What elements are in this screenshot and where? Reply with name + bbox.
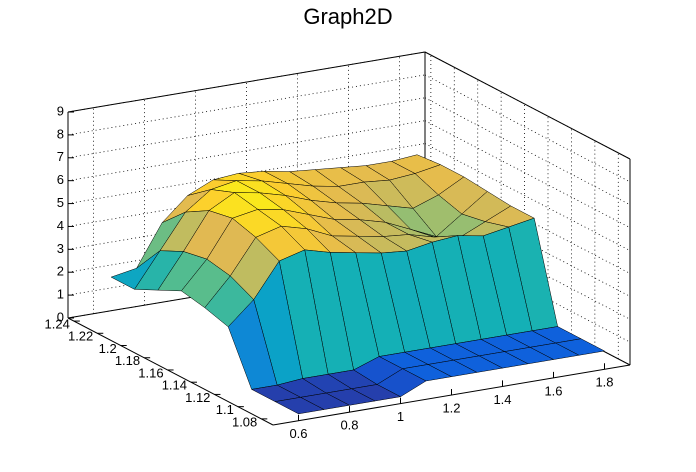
x-tick-label: 1.2 xyxy=(442,400,460,415)
y-tick-label: 1.08 xyxy=(232,414,257,429)
y-tick-label: 1.1 xyxy=(216,402,234,417)
x-tick-label: 1.8 xyxy=(595,375,613,390)
grid-line xyxy=(67,166,426,227)
grid-line xyxy=(67,257,426,319)
z-tick-label: 2 xyxy=(57,264,64,279)
x-tick-label: 1.4 xyxy=(493,392,511,407)
grid-line xyxy=(67,51,426,113)
y-tick-label: 1.12 xyxy=(185,390,210,405)
grid-line xyxy=(67,74,426,136)
grid-line xyxy=(424,51,631,160)
grid-line xyxy=(67,120,426,182)
z-tick-label: 8 xyxy=(57,126,64,141)
grid-line xyxy=(67,188,426,250)
x-tick-label: 0.8 xyxy=(340,418,358,433)
chart-title: Graph2D xyxy=(303,4,392,29)
y-tick-label: 1.22 xyxy=(68,329,93,344)
z-tick-label: 6 xyxy=(57,172,64,187)
y-tick-label: 1.2 xyxy=(99,341,117,356)
z-tick-label: 1 xyxy=(57,287,64,302)
grid-line xyxy=(67,143,426,204)
y-tick-label: 1.16 xyxy=(138,365,163,380)
surface-cell xyxy=(274,397,325,415)
grid-line xyxy=(424,211,631,320)
grid-line xyxy=(424,120,631,229)
grid-line xyxy=(424,234,631,343)
z-tick-label: 4 xyxy=(57,218,64,233)
y-tick-label: 1.14 xyxy=(162,378,187,393)
x-tick-label: 1.6 xyxy=(544,383,562,398)
grid-line xyxy=(424,97,631,206)
y-tick-label: 1.24 xyxy=(45,316,70,331)
z-tick-label: 9 xyxy=(57,103,64,118)
grid-line xyxy=(67,97,426,159)
y-tick-label: 1.18 xyxy=(115,353,140,368)
box-edge xyxy=(67,317,274,426)
grid-line xyxy=(424,143,631,251)
grid-line xyxy=(424,166,631,274)
z-tick-label: 0 xyxy=(57,309,64,324)
grid-line xyxy=(424,188,631,297)
z-tick-label: 7 xyxy=(57,149,64,164)
z-tick-label: 3 xyxy=(57,241,64,256)
grid-line xyxy=(424,74,631,183)
z-tick-label: 5 xyxy=(57,195,64,210)
x-tick-label: 1 xyxy=(397,409,404,424)
x-tick-label: 0.6 xyxy=(289,426,307,441)
grid-line xyxy=(67,211,426,273)
